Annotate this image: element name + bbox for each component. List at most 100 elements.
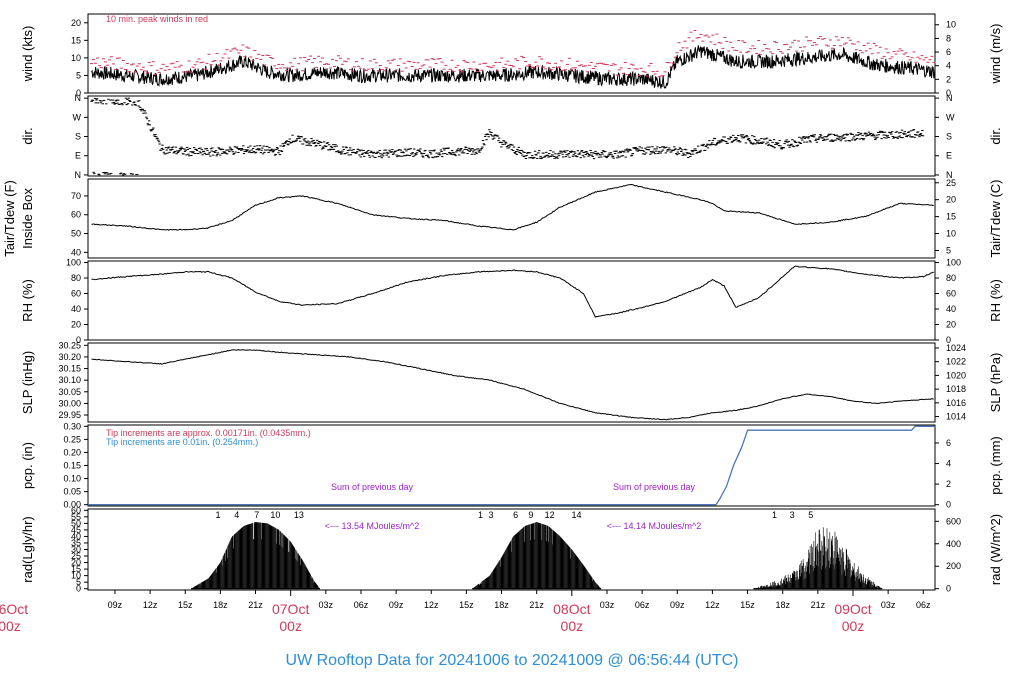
rh-left-tick-label: 40 [71,304,81,314]
rad-left-tick-label: 5 [76,577,81,587]
rh-right-tick-label: 60 [946,289,956,299]
rad-hour-mark-1: 10 [270,510,280,520]
x-tick-label: 18z [494,600,509,610]
x-tick-label: 15z [178,600,193,610]
temp-ylabel-right: Tair/Tdew (C) [988,179,1003,257]
rad-hour-mark-2: 12 [545,510,555,520]
day-time-label: 00z [561,618,584,634]
rh-left-tick-label: 100 [66,258,81,268]
wind-right-tick-label: 4 [946,61,951,71]
rh-right-tick-label: 0 [946,335,951,345]
rad-left-tick-label: 0 [76,584,81,594]
rad-sum-1-value: <--- 13.54 MJoules/m^2 [325,521,420,531]
dir-left-tick-label: E [75,151,81,161]
rad-hour-mark-3: 1 [772,510,777,520]
pcp-left-tick-label: 0.10 [63,474,81,484]
wind-ylabel-right: wind (m/s) [988,24,1003,85]
rad-right-tick-label: 400 [946,539,961,549]
wind-series-line [91,45,936,89]
x-tick-label: 18z [213,600,228,610]
dir-right-tick-label: N [946,170,953,180]
day-label: 07Oct [272,601,309,617]
slp-left-tick-label: 30.25 [58,340,81,350]
day-label: 08Oct [553,601,590,617]
x-tick-label: 09z [670,600,685,610]
rad-left-tick-label: 15 [71,564,81,574]
pcp-note-tip: Tip increments are 0.01in. (0.254mm.) [106,437,258,447]
slp-right-tick-label: 1022 [946,357,966,367]
rad-hour-mark-2: 14 [572,510,582,520]
temp-series-line [91,183,934,231]
dir-right-tick-label: E [946,151,952,161]
dir-left-tick-label: N [75,93,82,103]
wind-left-tick-label: 15 [71,35,81,45]
rh-ylabel-right: RH (%) [988,279,1003,322]
rad-left-tick-label: 55 [71,512,81,522]
wind-ylabel-left: wind (kts) [20,26,35,83]
rh-left-tick-label: 80 [71,273,81,283]
rh-right-tick-label: 20 [946,320,956,330]
pcp-left-tick-label: 0.25 [63,434,81,444]
rad-hour-mark-1: 4 [234,510,239,520]
pcp-note-approx: Tip increments are approx. 0.00171in. (0… [106,428,311,438]
rh-frame [87,260,936,341]
pcp-ylabel-right: pcp. (mm) [988,436,1003,495]
wind-right-tick-label: 2 [946,74,951,84]
rad-hour-mark-2: 6 [513,510,518,520]
wind-right-tick-label: 0 [946,88,951,98]
rad-ylabel-right: rad (W/m^2) [988,514,1003,585]
rad-hour-mark-3: 5 [808,510,813,520]
x-tick-label: 03z [600,600,615,610]
rh-right-tick-label: 80 [946,273,956,283]
x-tick-label: 06z [635,600,650,610]
chart-title: UW Rooftop Data for 20241006 to 20241009… [286,652,739,669]
rad-sum-2-title: Sum of previous day [613,482,696,492]
precip-series-line [88,425,935,506]
dir-right-tick-label: N [946,93,953,103]
x-tick-label: 21z [248,600,263,610]
pcp-left-tick-label: 0.05 [63,487,81,497]
slp-left-tick-label: 29.95 [58,410,81,420]
dir-right-tick-label: W [946,112,955,122]
day-time-label: 00z [279,618,302,634]
rad-left-tick-label: 25 [71,551,81,561]
pcp-left-tick-label: 0.00 [63,500,81,510]
dir-ylabel-right: dir. [988,127,1003,144]
wind-frame [87,13,936,94]
pcp-ylabel-left: pcp. (in) [20,442,35,489]
wind-right-tick-label: 6 [946,47,951,57]
temp-right-tick-label: 20 [946,195,956,205]
x-tick-label: 06z [354,600,369,610]
temp-right-tick-label: 25 [946,178,956,188]
dir-left-tick-label: W [73,112,82,122]
rh-left-tick-label: 20 [71,320,81,330]
pcp-right-tick-label: 0 [946,500,951,510]
slp-right-tick-label: 1024 [946,343,966,353]
temp-left-tick-label: 60 [71,210,81,220]
slp-frame [87,342,936,423]
x-tick-label: 15z [459,600,474,610]
rad-left-tick-label: 20 [71,558,81,568]
wind-left-tick-label: 10 [71,53,81,63]
slp-right-tick-label: 1020 [946,370,966,380]
temp-left-tick-label: 50 [71,229,81,239]
rad-hour-mark-1: 13 [294,510,304,520]
rad-left-tick-label: 60 [71,505,81,515]
slp-ylabel-left: SLP (inHg) [20,351,35,414]
dir-right-tick-label: S [946,132,952,142]
slp-left-tick-label: 30.05 [58,387,81,397]
wind-left-tick-label: 0 [76,88,81,98]
dir-ylabel-left: dir. [20,127,35,144]
pcp-right-tick-label: 4 [946,459,951,469]
x-tick-label: 12z [705,600,720,610]
rad-hour-mark-3: 3 [790,510,795,520]
rad-right-tick-label: 200 [946,561,961,571]
rad-hour-mark-2: 3 [488,510,493,520]
rad-left-tick-label: 40 [71,531,81,541]
rad-left-tick-label: 45 [71,525,81,535]
x-tick-label: 12z [424,600,439,610]
slp-right-tick-label: 1014 [946,412,966,422]
slp-ylabel-right: SLP (hPa) [988,353,1003,413]
slp-right-tick-label: 1018 [946,384,966,394]
